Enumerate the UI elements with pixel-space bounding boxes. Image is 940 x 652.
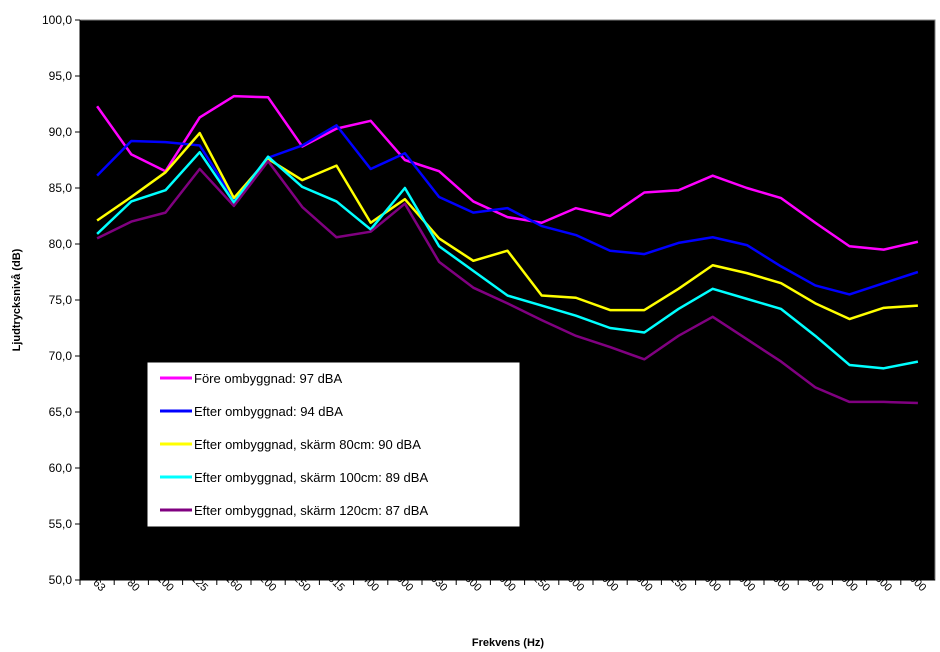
y-tick-label: 55,0 — [49, 517, 73, 531]
legend-label: Efter ombyggnad, skärm 80cm: 90 dBA — [194, 437, 421, 452]
data-line — [96, 150, 919, 370]
data-line — [96, 94, 919, 251]
y-tick-label: 60,0 — [49, 461, 73, 475]
y-tick-label: 70,0 — [49, 349, 73, 363]
data-line — [96, 159, 918, 405]
y-tick-label: 75,0 — [49, 293, 73, 307]
y-tick-label: 90,0 — [49, 125, 73, 139]
y-tick-label: 65,0 — [49, 405, 73, 419]
legend-label: Efter ombyggnad: 94 dBA — [194, 404, 343, 419]
legend-label: Efter ombyggnad, skärm 100cm: 89 dBA — [194, 470, 428, 485]
x-axis-label: Frekvens (Hz) — [472, 637, 544, 649]
y-tick-label: 100,0 — [42, 13, 72, 27]
y-tick-label: 85,0 — [49, 181, 73, 195]
legend-box — [146, 361, 521, 528]
legend-label: Före ombyggnad: 97 dBA — [194, 371, 342, 386]
y-tick-label: 95,0 — [49, 69, 73, 83]
y-axis-label: Ljudtrycksnivå (dB) — [11, 248, 23, 351]
legend-label: Efter ombyggnad, skärm 120cm: 87 dBA — [194, 503, 428, 518]
data-line — [96, 131, 918, 321]
y-tick-label: 50,0 — [49, 573, 73, 587]
y-tick-label: 80,0 — [49, 237, 73, 251]
